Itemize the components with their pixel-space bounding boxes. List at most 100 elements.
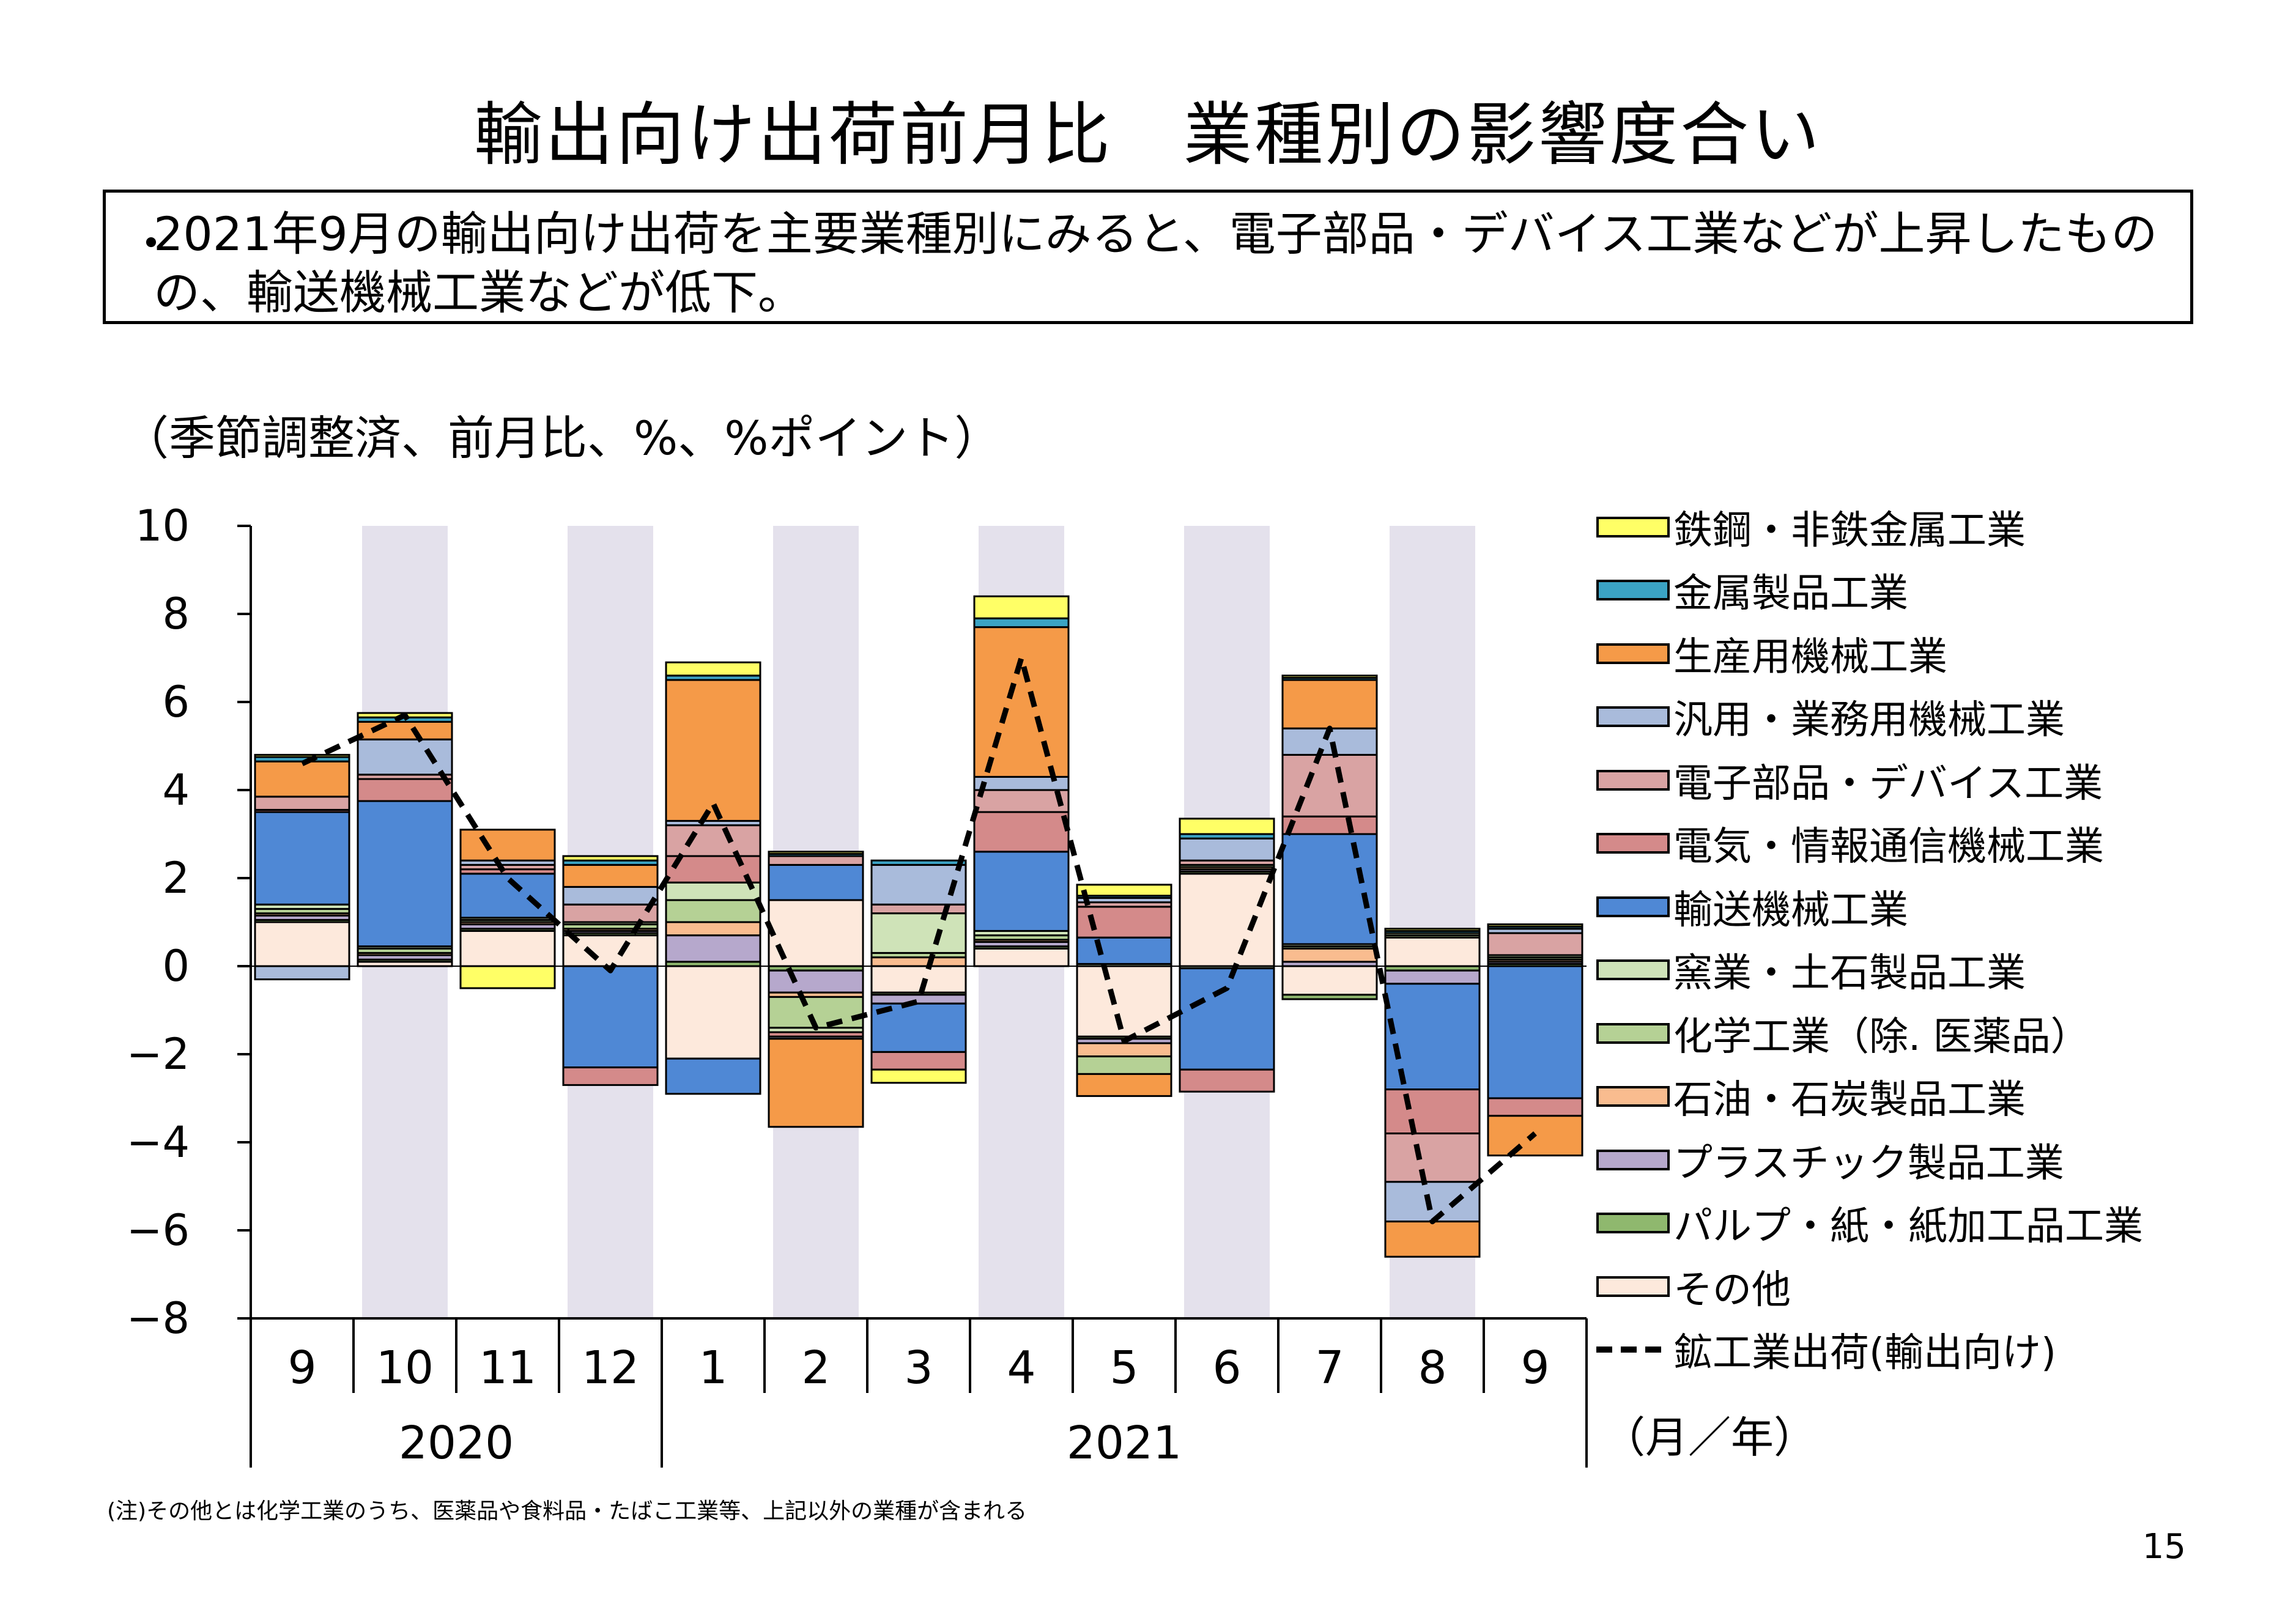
bar-segment bbox=[1487, 932, 1583, 956]
bar-segment bbox=[768, 969, 864, 994]
bar-segment bbox=[357, 738, 453, 776]
bar-segment bbox=[1487, 965, 1583, 1099]
bar-segment bbox=[459, 829, 556, 862]
bar-segment bbox=[1281, 965, 1378, 996]
y-tick-label: −6 bbox=[127, 1205, 190, 1255]
legend-swatch bbox=[1596, 706, 1670, 728]
bar-segment bbox=[1384, 1088, 1481, 1135]
legend-item: パルプ・紙・紙加工品工業 bbox=[1596, 1192, 2281, 1255]
y-tick-label: 4 bbox=[162, 765, 190, 815]
year-label: 2021 bbox=[1067, 1417, 1182, 1469]
bar-segment bbox=[665, 1057, 761, 1095]
bar-segment bbox=[1179, 1068, 1275, 1093]
footnote: (注)その他とは化学工業のうち、医薬品や食料品・たばこ工業等、上記以外の業種が含… bbox=[107, 1499, 1028, 1524]
bar-segment bbox=[1384, 1221, 1481, 1258]
bar-segment bbox=[1487, 923, 1583, 928]
legend-swatch bbox=[1596, 580, 1670, 601]
bar-segment bbox=[1487, 1097, 1583, 1117]
bar-segment bbox=[768, 1038, 864, 1128]
legend-item: その他 bbox=[1596, 1255, 2281, 1318]
page-title: 輸出向け出荷前月比 業種別の影響度合い bbox=[474, 95, 1822, 175]
page-number: 15 bbox=[2142, 1527, 2186, 1567]
bar-segment bbox=[665, 965, 761, 1060]
bar-segment bbox=[1076, 1055, 1172, 1075]
bar-segment bbox=[254, 796, 350, 811]
bar-segment bbox=[1384, 928, 1481, 932]
x-tick-label: 6 bbox=[1212, 1342, 1241, 1394]
bar-segment bbox=[562, 855, 659, 862]
legend-swatch bbox=[1596, 769, 1670, 791]
x-tick-label: 12 bbox=[582, 1342, 639, 1394]
bar-segment bbox=[768, 863, 864, 901]
bar-segment bbox=[870, 863, 967, 906]
summary-box: ・ 2021年9月の輸出向け出荷を主要業種別にみると、電子部品・デバイス工業など… bbox=[103, 190, 2193, 324]
bar-segment bbox=[973, 595, 1070, 619]
bar-segment bbox=[254, 753, 350, 758]
legend-swatch bbox=[1596, 1022, 1670, 1044]
bar-segment bbox=[1179, 873, 1275, 967]
summary-text: 2021年9月の輸出向け出荷を主要業種別にみると、電子部品・デバイス工業などが上… bbox=[154, 207, 2158, 320]
legend-label: その他 bbox=[1673, 1267, 1791, 1313]
legend-item: 輸送機械工業 bbox=[1596, 875, 2281, 939]
legend-label: 窯業・土石製品工業 bbox=[1673, 951, 2026, 997]
bar-segment bbox=[870, 1068, 967, 1084]
x-tick-label: 8 bbox=[1418, 1342, 1446, 1394]
bar-segment bbox=[562, 965, 659, 1069]
y-tick-label: 0 bbox=[162, 941, 190, 991]
bar-segment bbox=[973, 851, 1070, 932]
bar-segment bbox=[1281, 674, 1378, 679]
bar-segment bbox=[973, 617, 1070, 629]
legend-swatch bbox=[1596, 1213, 1670, 1234]
bar-segment bbox=[870, 903, 967, 915]
legend-item: 鉄鋼・非鉄金属工業 bbox=[1596, 495, 2281, 559]
y-tick-label: 10 bbox=[135, 501, 190, 551]
bar-segment bbox=[973, 626, 1070, 778]
bar-segment bbox=[357, 800, 453, 948]
bar-segment bbox=[870, 965, 967, 994]
legend-item: 金属製品工業 bbox=[1596, 559, 2281, 622]
bar-segment bbox=[459, 965, 556, 989]
bar-segment bbox=[1076, 1042, 1172, 1058]
bar-segment bbox=[562, 863, 659, 888]
year-label: 2020 bbox=[399, 1417, 514, 1469]
bar-segment bbox=[1179, 967, 1275, 1071]
bar-segment bbox=[1281, 833, 1378, 945]
bar-segment bbox=[768, 851, 864, 855]
bar-segment bbox=[973, 947, 1070, 967]
legend-item: 汎用・業務用機械工業 bbox=[1596, 685, 2281, 749]
bar-segment bbox=[254, 811, 350, 906]
x-tick-label: 1 bbox=[698, 1342, 727, 1394]
legend-label: 鉄鋼・非鉄金属工業 bbox=[1673, 508, 2026, 553]
summary-bullet: ・ bbox=[128, 216, 174, 271]
bar-segment bbox=[1076, 936, 1172, 965]
bar-segment bbox=[1281, 815, 1378, 835]
bar-segment bbox=[665, 661, 761, 677]
bar-segment bbox=[870, 956, 967, 967]
bar-segment bbox=[665, 921, 761, 937]
bar-segment bbox=[665, 679, 761, 822]
legend-label: 輸送機械工業 bbox=[1673, 887, 1908, 933]
bar-segment bbox=[357, 778, 453, 802]
legend-label: パルプ・紙・紙加工品工業 bbox=[1673, 1204, 2143, 1250]
bar-segment bbox=[1281, 994, 1378, 1000]
bar-segment bbox=[870, 994, 967, 1005]
bar-segment bbox=[870, 859, 967, 866]
legend-label: プラスチック製品工業 bbox=[1673, 1140, 2064, 1186]
legend-swatch bbox=[1596, 959, 1670, 981]
bar-segment bbox=[254, 921, 350, 967]
bar-segment bbox=[562, 885, 659, 906]
legend-item: 化学工業（除. 医薬品） bbox=[1596, 1002, 2281, 1065]
legend-label: 鉱工業出荷(輸出向け) bbox=[1673, 1331, 2056, 1376]
legend-label: 石油・石炭製品工業 bbox=[1673, 1077, 2026, 1123]
bar-segment bbox=[665, 881, 761, 901]
legend-swatch bbox=[1596, 643, 1670, 664]
y-tick-label: −8 bbox=[127, 1293, 190, 1343]
legend-item: 窯業・土石製品工業 bbox=[1596, 939, 2281, 1002]
x-tick-label: 4 bbox=[1007, 1342, 1035, 1394]
bar-segment bbox=[1384, 1181, 1481, 1223]
legend-item: 石油・石炭製品工業 bbox=[1596, 1065, 2281, 1129]
legend-item: 生産用機械工業 bbox=[1596, 622, 2281, 685]
legend-swatch bbox=[1596, 896, 1670, 917]
legend-item: 電気・情報通信機械工業 bbox=[1596, 812, 2281, 876]
